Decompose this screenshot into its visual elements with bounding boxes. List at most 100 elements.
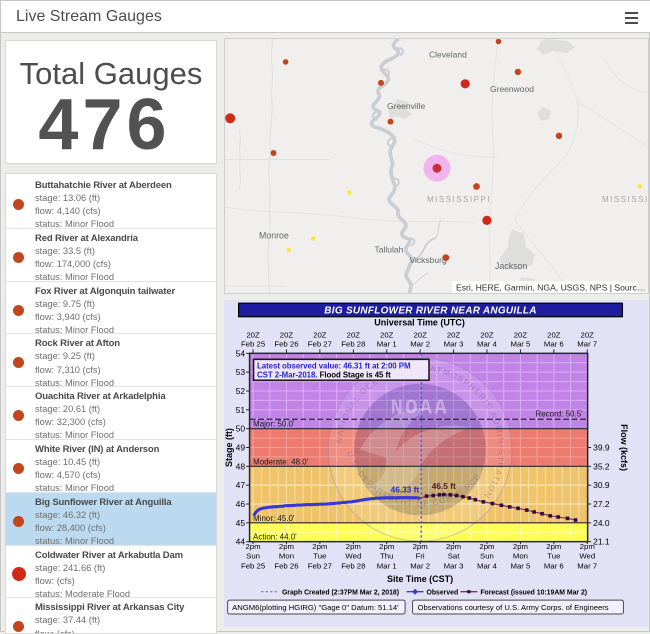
- svg-text:46: 46: [236, 499, 246, 509]
- svg-text:Mar 2: Mar 2: [410, 339, 430, 348]
- svg-text:20Z: 20Z: [581, 330, 595, 339]
- svg-text:Wed: Wed: [579, 552, 595, 561]
- svg-text:20Z: 20Z: [380, 330, 394, 339]
- svg-text:46.5 ft: 46.5 ft: [432, 482, 456, 491]
- svg-text:Feb 28: Feb 28: [341, 562, 365, 571]
- svg-text:Observed: Observed: [427, 590, 459, 597]
- svg-text:20Z: 20Z: [547, 330, 561, 339]
- svg-text:51: 51: [236, 405, 246, 415]
- svg-text:2pm: 2pm: [446, 542, 461, 551]
- svg-text:Mon: Mon: [279, 552, 294, 561]
- svg-text:Flow (kcfs): Flow (kcfs): [619, 424, 629, 471]
- svg-text:Feb 25: Feb 25: [241, 562, 265, 571]
- svg-text:20Z: 20Z: [313, 330, 327, 339]
- svg-text:Mar 3: Mar 3: [444, 562, 464, 571]
- svg-text:2pm: 2pm: [379, 542, 394, 551]
- svg-text:2pm: 2pm: [580, 542, 595, 551]
- svg-text:Sat: Sat: [448, 552, 460, 561]
- svg-text:53: 53: [236, 367, 246, 377]
- svg-text:45: 45: [236, 518, 246, 528]
- svg-text:35.2: 35.2: [593, 461, 610, 471]
- svg-text:Feb 25: Feb 25: [241, 339, 265, 348]
- svg-text:Feb 28: Feb 28: [341, 339, 365, 348]
- svg-text:Mon: Mon: [513, 552, 528, 561]
- svg-text:Wed: Wed: [345, 552, 361, 561]
- svg-text:Site Time (CST): Site Time (CST): [387, 574, 453, 584]
- svg-text:Sun: Sun: [480, 552, 494, 561]
- svg-text:Mar 4: Mar 4: [477, 339, 498, 348]
- svg-text:Tue: Tue: [547, 552, 560, 561]
- svg-text:20Z: 20Z: [280, 330, 294, 339]
- svg-text:Mar 7: Mar 7: [577, 562, 597, 571]
- svg-text:20Z: 20Z: [480, 330, 494, 339]
- svg-text:MISSISSI: MISSISSI: [602, 195, 648, 204]
- svg-text:Sun: Sun: [246, 552, 260, 561]
- svg-text:Mar 4: Mar 4: [477, 562, 498, 571]
- svg-text:2pm: 2pm: [513, 542, 528, 551]
- svg-text:Esri, HERE, Garmin, NGA, USGS,: Esri, HERE, Garmin, NGA, USGS, NPS | Sou…: [456, 283, 645, 293]
- svg-text:20Z: 20Z: [514, 330, 528, 339]
- svg-text:39.9: 39.9: [593, 442, 610, 452]
- svg-text:BIG SUNFLOWER RIVER NEAR ANGUI: BIG SUNFLOWER RIVER NEAR ANGUILLA: [324, 305, 536, 316]
- svg-text:2pm: 2pm: [279, 542, 294, 551]
- svg-text:Record: 50.5': Record: 50.5': [535, 410, 583, 419]
- svg-text:Universal Time (UTC): Universal Time (UTC): [374, 317, 465, 327]
- svg-text:Mar 6: Mar 6: [544, 339, 564, 348]
- svg-text:2pm: 2pm: [312, 542, 327, 551]
- svg-text:Vicksburg: Vicksburg: [410, 255, 447, 265]
- svg-text:Mar 6: Mar 6: [544, 562, 564, 571]
- svg-text:Monroe: Monroe: [259, 231, 289, 241]
- svg-text:CST 2-Mar-2018. Flood Stage is: CST 2-Mar-2018. Flood Stage is 45 ft: [257, 370, 391, 379]
- svg-text:MISSISSIPPI: MISSISSIPPI: [427, 195, 491, 204]
- svg-text:20Z: 20Z: [413, 330, 427, 339]
- svg-text:Feb 26: Feb 26: [274, 562, 298, 571]
- svg-text:Major: 50.0': Major: 50.0': [253, 420, 295, 429]
- svg-text:2pm: 2pm: [246, 542, 261, 551]
- svg-text:Mar 2: Mar 2: [410, 562, 430, 571]
- svg-text:Action: 44.0': Action: 44.0': [253, 533, 297, 542]
- svg-text:Mar 5: Mar 5: [511, 339, 531, 348]
- svg-text:48: 48: [236, 461, 246, 471]
- svg-text:Latest observed value: 46.31 f: Latest observed value: 46.31 ft at 2:00 …: [257, 361, 411, 370]
- svg-text:Jackson: Jackson: [495, 261, 527, 271]
- svg-text:Tallulah: Tallulah: [375, 245, 404, 255]
- svg-text:Graph Created (2:37PM Mar 2, 2: Graph Created (2:37PM Mar 2, 2018): [282, 590, 399, 597]
- svg-text:21.1: 21.1: [593, 537, 610, 547]
- svg-text:ANGM6(plotting HGIRG) "Gage 0": ANGM6(plotting HGIRG) "Gage 0" Datum: 51…: [232, 603, 399, 612]
- svg-text:Greenwood: Greenwood: [490, 84, 534, 94]
- svg-text:20Z: 20Z: [246, 330, 260, 339]
- svg-text:Feb 27: Feb 27: [308, 339, 332, 348]
- svg-text:Feb 26: Feb 26: [274, 339, 298, 348]
- svg-text:Moderate: 48.0': Moderate: 48.0': [253, 457, 309, 466]
- svg-text:49: 49: [236, 442, 246, 452]
- svg-text:Fri: Fri: [416, 552, 425, 561]
- svg-text:50: 50: [236, 424, 246, 434]
- svg-text:54: 54: [236, 348, 246, 358]
- svg-text:Mar 5: Mar 5: [511, 562, 531, 571]
- svg-text:30.9: 30.9: [593, 480, 610, 490]
- svg-text:Greenville: Greenville: [387, 101, 426, 111]
- svg-text:Stage (ft): Stage (ft): [224, 428, 234, 467]
- svg-text:52: 52: [236, 386, 246, 396]
- svg-text:46.33 ft: 46.33 ft: [391, 485, 420, 494]
- svg-text:Minor: 45.0': Minor: 45.0': [253, 514, 295, 523]
- svg-text:Tue: Tue: [313, 552, 326, 561]
- svg-text:Mar 1: Mar 1: [377, 562, 397, 571]
- svg-text:2pm: 2pm: [546, 542, 561, 551]
- svg-text:2pm: 2pm: [413, 542, 428, 551]
- svg-text:27.2: 27.2: [593, 499, 610, 509]
- svg-text:Observations courtesy of U.S.: Observations courtesy of U.S. Army Corps…: [418, 603, 609, 612]
- svg-text:44: 44: [236, 537, 246, 547]
- svg-text:Thu: Thu: [380, 552, 393, 561]
- svg-text:20Z: 20Z: [447, 330, 461, 339]
- svg-text:2pm: 2pm: [346, 542, 361, 551]
- svg-text:47: 47: [236, 480, 246, 490]
- svg-text:Mar 7: Mar 7: [577, 339, 597, 348]
- svg-text:20Z: 20Z: [347, 330, 361, 339]
- svg-text:Mar 1: Mar 1: [377, 339, 397, 348]
- svg-text:Forecast (issued 10:19AM Mar 2: Forecast (issued 10:19AM Mar 2): [480, 590, 587, 597]
- svg-text:NOAA: NOAA: [390, 398, 448, 421]
- svg-text:24.0: 24.0: [593, 518, 610, 528]
- svg-text:2pm: 2pm: [479, 542, 494, 551]
- svg-text:Mar 3: Mar 3: [444, 339, 464, 348]
